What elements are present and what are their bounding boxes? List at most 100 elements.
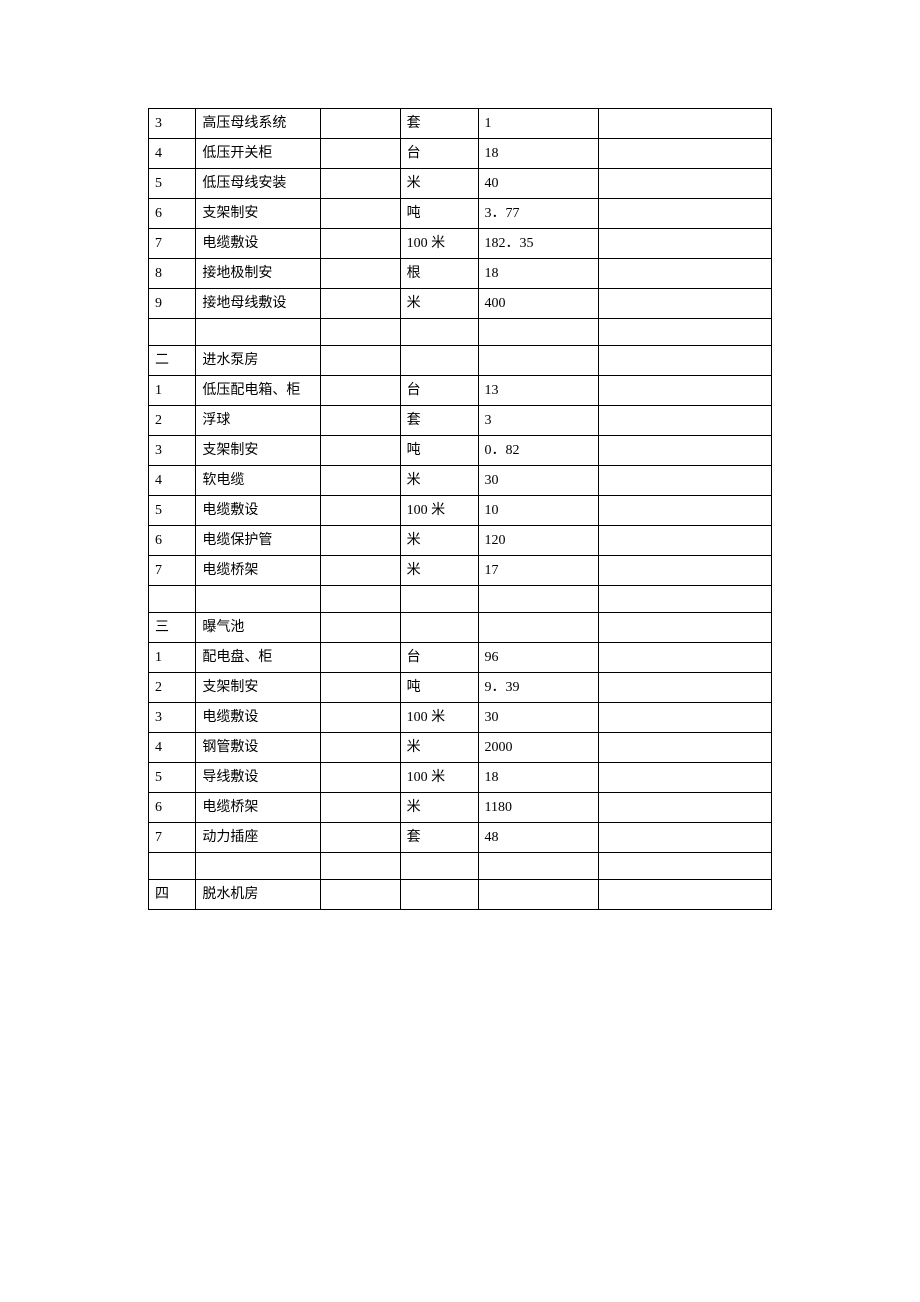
table-cell: 9．39	[478, 673, 598, 703]
table-cell	[320, 526, 400, 556]
table-cell: 套	[400, 823, 478, 853]
table-cell: 1	[149, 643, 196, 673]
table-cell: 30	[478, 466, 598, 496]
table-cell: 8	[149, 259, 196, 289]
table-cell	[400, 613, 478, 643]
table-row: 3电缆敷设100 米30	[149, 703, 772, 733]
table-cell	[598, 376, 771, 406]
table-cell: 支架制安	[196, 199, 321, 229]
table-cell: 米	[400, 466, 478, 496]
table-cell	[149, 853, 196, 880]
table-cell	[320, 733, 400, 763]
table-cell	[598, 229, 771, 259]
table-cell	[598, 199, 771, 229]
table-cell	[598, 436, 771, 466]
table-cell	[598, 466, 771, 496]
table-cell	[320, 613, 400, 643]
table-cell: 400	[478, 289, 598, 319]
table-cell	[598, 823, 771, 853]
table-cell: 低压开关柜	[196, 139, 321, 169]
table-row	[149, 586, 772, 613]
table-cell: 7	[149, 556, 196, 586]
table-cell: 1	[478, 109, 598, 139]
table-row: 4低压开关柜台18	[149, 139, 772, 169]
table-cell	[320, 496, 400, 526]
table-cell	[320, 586, 400, 613]
table-cell	[320, 109, 400, 139]
table-cell: 3	[149, 703, 196, 733]
table-row: 6电缆桥架米1180	[149, 793, 772, 823]
table-cell: 低压母线安装	[196, 169, 321, 199]
table-row: 8接地极制安根18	[149, 259, 772, 289]
table-row: 2支架制安吨9．39	[149, 673, 772, 703]
table-cell	[320, 406, 400, 436]
table-cell	[598, 673, 771, 703]
table-cell: 100 米	[400, 229, 478, 259]
table-cell: 动力插座	[196, 823, 321, 853]
table-cell: 6	[149, 793, 196, 823]
table-cell: 1	[149, 376, 196, 406]
table-cell	[149, 319, 196, 346]
table-cell: 9	[149, 289, 196, 319]
table-row: 四脱水机房	[149, 880, 772, 910]
table-cell: 17	[478, 556, 598, 586]
table-cell: 电缆保护管	[196, 526, 321, 556]
table-cell: 3．77	[478, 199, 598, 229]
table-cell: 3	[149, 109, 196, 139]
table-cell	[320, 703, 400, 733]
table-cell: 2	[149, 406, 196, 436]
table-cell	[598, 289, 771, 319]
table-cell: 二	[149, 346, 196, 376]
table-cell: 根	[400, 259, 478, 289]
table-cell: 5	[149, 496, 196, 526]
table-cell	[320, 346, 400, 376]
table-cell: 配电盘、柜	[196, 643, 321, 673]
table-cell	[598, 109, 771, 139]
table-cell: 4	[149, 466, 196, 496]
table-cell: 6	[149, 526, 196, 556]
table-cell	[400, 853, 478, 880]
table-cell	[320, 823, 400, 853]
table-cell: 100 米	[400, 763, 478, 793]
table-cell	[478, 853, 598, 880]
table-cell: 10	[478, 496, 598, 526]
table-cell	[598, 319, 771, 346]
table-cell: 米	[400, 169, 478, 199]
table-cell	[320, 880, 400, 910]
table-cell: 3	[478, 406, 598, 436]
table-cell: 4	[149, 139, 196, 169]
table-cell	[320, 853, 400, 880]
table-cell	[598, 793, 771, 823]
table-cell: 电缆桥架	[196, 793, 321, 823]
table-cell: 套	[400, 109, 478, 139]
table-cell: 3	[149, 436, 196, 466]
table-cell: 5	[149, 169, 196, 199]
table-cell: 48	[478, 823, 598, 853]
table-cell	[598, 259, 771, 289]
table-cell	[320, 139, 400, 169]
table-cell: 电缆敷设	[196, 229, 321, 259]
table-cell: 套	[400, 406, 478, 436]
table-cell	[320, 169, 400, 199]
table-cell: 曝气池	[196, 613, 321, 643]
table-row: 2浮球套3	[149, 406, 772, 436]
table-cell: 电缆敷设	[196, 703, 321, 733]
table-cell: 13	[478, 376, 598, 406]
table-cell: 5	[149, 763, 196, 793]
table-row: 1配电盘、柜台96	[149, 643, 772, 673]
table-cell: 100 米	[400, 703, 478, 733]
table-cell	[478, 319, 598, 346]
table-row: 7动力插座套48	[149, 823, 772, 853]
table-row: 三曝气池	[149, 613, 772, 643]
table-cell	[320, 673, 400, 703]
table-cell	[598, 613, 771, 643]
table-cell	[196, 853, 321, 880]
table-cell	[320, 319, 400, 346]
table-cell: 吨	[400, 673, 478, 703]
table-cell: 接地母线敷设	[196, 289, 321, 319]
table-cell: 米	[400, 793, 478, 823]
table-row: 3支架制安吨0．82	[149, 436, 772, 466]
table-cell: 182．35	[478, 229, 598, 259]
table-cell: 高压母线系统	[196, 109, 321, 139]
table-cell: 低压配电箱、柜	[196, 376, 321, 406]
